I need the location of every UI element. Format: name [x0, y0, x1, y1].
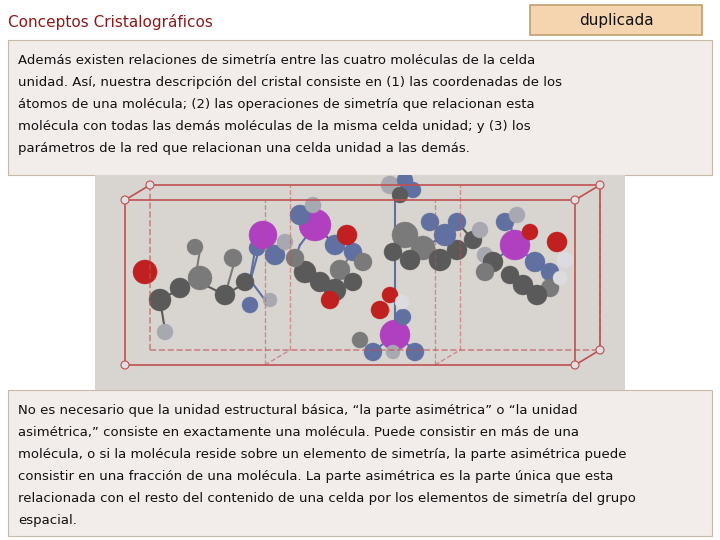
Circle shape — [249, 240, 265, 256]
Circle shape — [249, 221, 277, 249]
Circle shape — [310, 272, 330, 292]
Circle shape — [483, 252, 503, 272]
Circle shape — [400, 250, 420, 270]
Text: consistir en una fracción de una molécula. La parte asimétrica es la parte única: consistir en una fracción de una molécul… — [18, 470, 613, 483]
Circle shape — [305, 197, 321, 213]
Circle shape — [571, 196, 579, 204]
Circle shape — [384, 243, 402, 261]
Circle shape — [527, 285, 547, 305]
Circle shape — [121, 196, 129, 204]
Circle shape — [352, 332, 368, 348]
Circle shape — [121, 361, 129, 369]
Circle shape — [386, 345, 400, 359]
Circle shape — [364, 343, 382, 361]
Text: Además existen relaciones de simetría entre las cuatro moléculas de la celda: Además existen relaciones de simetría en… — [18, 54, 535, 67]
Circle shape — [541, 279, 559, 297]
Circle shape — [547, 232, 567, 252]
Circle shape — [522, 224, 538, 240]
Circle shape — [405, 182, 421, 198]
Circle shape — [395, 295, 409, 309]
Circle shape — [294, 261, 316, 283]
Circle shape — [133, 260, 157, 284]
Circle shape — [571, 361, 579, 369]
Text: duplicada: duplicada — [579, 12, 653, 28]
Circle shape — [525, 252, 545, 272]
Text: relacionada con el resto del contenido de una celda por los elementos de simetrí: relacionada con el resto del contenido d… — [18, 492, 636, 505]
Circle shape — [472, 222, 488, 238]
Circle shape — [371, 301, 389, 319]
Circle shape — [381, 176, 399, 194]
Circle shape — [324, 279, 346, 301]
Circle shape — [496, 213, 514, 231]
Circle shape — [501, 266, 519, 284]
Circle shape — [242, 297, 258, 313]
Circle shape — [596, 181, 604, 189]
Circle shape — [224, 249, 242, 267]
Bar — [530, 5, 702, 35]
Text: espacial.: espacial. — [18, 514, 77, 527]
Text: molécula, o si la molécula reside sobre un elemento de simetría, la parte asimét: molécula, o si la molécula reside sobre … — [18, 448, 626, 461]
Circle shape — [509, 207, 525, 223]
Circle shape — [392, 187, 408, 203]
Circle shape — [170, 278, 190, 298]
Circle shape — [476, 263, 494, 281]
Circle shape — [447, 240, 467, 260]
Circle shape — [395, 309, 411, 325]
Circle shape — [286, 249, 304, 267]
Text: átomos de una molécula; (2) las operaciones de simetría que relacionan esta: átomos de una molécula; (2) las operacio… — [18, 98, 535, 111]
Circle shape — [411, 236, 435, 260]
Circle shape — [188, 266, 212, 290]
Circle shape — [397, 172, 413, 188]
Circle shape — [265, 245, 285, 265]
Circle shape — [541, 263, 559, 281]
Circle shape — [215, 285, 235, 305]
Circle shape — [500, 230, 530, 260]
Text: Conceptos Cristalográficos: Conceptos Cristalográficos — [8, 14, 213, 30]
Circle shape — [421, 213, 439, 231]
Circle shape — [477, 247, 493, 263]
Circle shape — [187, 239, 203, 255]
Bar — [8, 390, 712, 536]
Circle shape — [330, 260, 350, 280]
Circle shape — [337, 225, 357, 245]
Circle shape — [149, 289, 171, 311]
Circle shape — [263, 293, 277, 307]
Circle shape — [382, 287, 398, 303]
Bar — [8, 40, 712, 175]
Circle shape — [406, 343, 424, 361]
Text: No es necesario que la unidad estructural básica, “la parte asimétrica” o “la un: No es necesario que la unidad estructura… — [18, 404, 577, 417]
Circle shape — [513, 275, 533, 295]
Circle shape — [553, 271, 567, 285]
Circle shape — [344, 243, 362, 261]
Circle shape — [448, 213, 466, 231]
Circle shape — [344, 273, 362, 291]
Circle shape — [157, 324, 173, 340]
Text: asimétrica,” consiste en exactamente una molécula. Puede consistir en más de una: asimétrica,” consiste en exactamente una… — [18, 426, 579, 439]
Bar — [95, 175, 625, 390]
Circle shape — [146, 181, 154, 189]
Circle shape — [434, 224, 456, 246]
Circle shape — [557, 252, 573, 268]
Circle shape — [464, 231, 482, 249]
Circle shape — [380, 320, 410, 350]
Circle shape — [290, 205, 310, 225]
Circle shape — [236, 273, 254, 291]
Circle shape — [325, 235, 345, 255]
Text: parámetros de la red que relacionan una celda unidad a las demás.: parámetros de la red que relacionan una … — [18, 142, 470, 155]
Text: molécula con todas las demás moléculas de la misma celda unidad; y (3) los: molécula con todas las demás moléculas d… — [18, 120, 531, 133]
Circle shape — [321, 291, 339, 309]
Circle shape — [354, 253, 372, 271]
Circle shape — [299, 209, 331, 241]
Circle shape — [277, 234, 293, 250]
Text: unidad. Así, nuestra descripción del cristal consiste en (1) las coordenadas de : unidad. Así, nuestra descripción del cri… — [18, 76, 562, 89]
Circle shape — [596, 346, 604, 354]
Circle shape — [392, 222, 418, 248]
Circle shape — [429, 249, 451, 271]
